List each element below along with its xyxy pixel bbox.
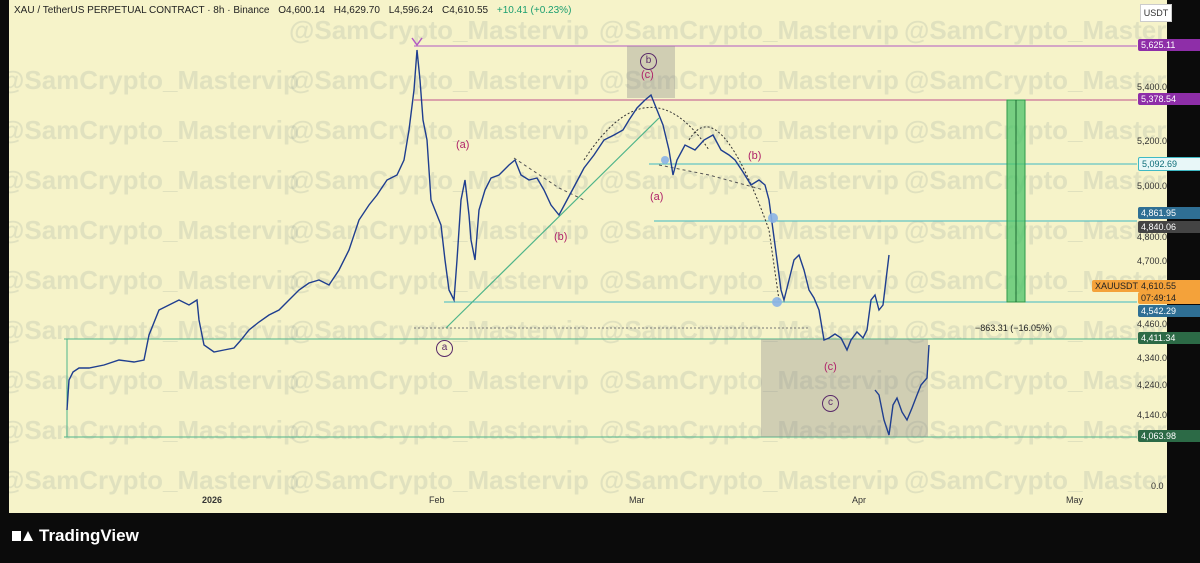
current-price-label: 4,610.55 [1138, 280, 1200, 292]
price-label: 4,063.98 [1138, 430, 1200, 442]
countdown-timer: 07:49:14 [1138, 292, 1200, 304]
dashed-trend [513, 157, 585, 201]
circled-wave-label: b [640, 53, 657, 70]
price-label: 4,861.95 [1138, 207, 1200, 219]
tradingview-logo: TradingView [12, 526, 139, 546]
price-tick: 5,000.00 [1137, 181, 1167, 191]
wave-label: (b) [554, 231, 568, 243]
arc-dotted [583, 107, 710, 161]
ohlc-close: C4,610.55 [441, 5, 489, 16]
time-tick: 2026 [202, 495, 223, 505]
currency-button[interactable]: USDT [1140, 4, 1172, 22]
symbol-title[interactable]: XAU / TetherUS PERPETUAL CONTRACT · 8h ·… [14, 5, 270, 16]
circled-wave-label: c [822, 395, 839, 412]
marker-dot [661, 156, 669, 164]
price-tick: 4,240.00 [1137, 380, 1167, 390]
price-label: 4,411.34 [1138, 332, 1200, 344]
price-label: 5,378.54 [1138, 93, 1200, 105]
projection-path [874, 344, 930, 436]
chart-area[interactable]: @SamCrypto_Mastervip @SamCrypto_Mastervi… [9, 0, 1167, 513]
marker-dot [772, 297, 782, 307]
price-tick: 0.0 [1151, 481, 1164, 491]
wave-label: (c) [641, 69, 654, 81]
arc-dotted-2 [688, 126, 780, 301]
price-chart[interactable] [9, 0, 1167, 513]
dashed-trend-2 [658, 164, 765, 191]
wave-label: (b) [748, 150, 762, 162]
price-tick: 4,460.00 [1137, 319, 1167, 329]
time-tick: Mar [629, 495, 645, 505]
price-tick: 5,200.00 [1137, 136, 1167, 146]
price-label: 5,625.11 [1138, 39, 1200, 51]
wave-label: (a) [650, 191, 664, 203]
time-tick: May [1066, 495, 1084, 505]
symbol-header: XAU / TetherUS PERPETUAL CONTRACT · 8h ·… [14, 5, 577, 16]
ohlc-change: +10.41 (+0.23%) [496, 5, 572, 16]
brand-name: TradingView [39, 526, 139, 545]
marker-dot [768, 213, 778, 223]
ohlc-low: L4,596.24 [388, 5, 434, 16]
price-line [66, 49, 890, 411]
top-arrow-icon [411, 37, 423, 47]
price-tick: 4,340.00 [1137, 353, 1167, 363]
price-tick: 4,800.00 [1137, 232, 1167, 242]
wave-label: (a) [456, 139, 470, 151]
tradingview-logo-icon [12, 531, 33, 541]
price-tick: 4,700.00 [1137, 256, 1167, 266]
price-tick: 4,140.00 [1137, 410, 1167, 420]
time-tick: Feb [429, 495, 445, 505]
circled-wave-label: a [436, 340, 453, 357]
ohlc-open: O4,600.14 [278, 5, 325, 16]
price-label: 4,542.29 [1138, 305, 1200, 317]
price-label: 4,840.06 [1138, 221, 1200, 233]
wave-label: (c) [824, 361, 837, 373]
target-zone-box [761, 339, 928, 437]
price-tick: 5,400.00 [1137, 82, 1167, 92]
time-tick: Apr [852, 495, 867, 505]
measure-label: −863.31 (−16.05%) [975, 323, 1053, 333]
ohlc-high: H4,629.70 [333, 5, 380, 16]
price-scale[interactable]: 5,400.00 5,200.00 5,000.00 4,800.00 4,70… [1137, 0, 1167, 513]
price-label: 5,092.69 [1138, 157, 1200, 171]
trend-line [445, 117, 660, 329]
